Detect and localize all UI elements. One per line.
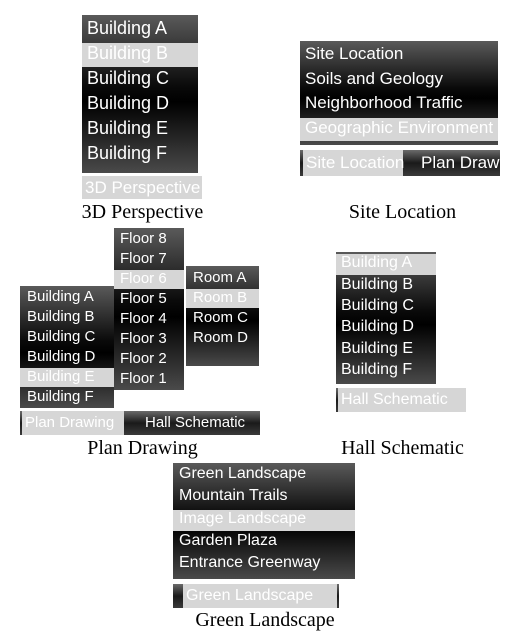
caption-3d-perspective: 3D Perspective bbox=[81, 201, 204, 223]
hall-tab-bar: Hall Schematic bbox=[336, 388, 466, 412]
perspective-item-building-d[interactable]: Building D bbox=[87, 93, 170, 113]
caption-green-landscape: Green Landscape bbox=[195, 609, 335, 631]
site-item-soils-geology[interactable]: Soils and Geology bbox=[305, 69, 443, 88]
landscape-item-garden-plaza[interactable]: Garden Plaza bbox=[179, 532, 277, 549]
caption-plan-drawing: Plan Drawing bbox=[87, 437, 198, 459]
caption-hall-schematic: Hall Schematic bbox=[341, 437, 464, 459]
hall-item-building-c[interactable]: Building C bbox=[341, 297, 414, 314]
hall-item-building-a[interactable]: Building A bbox=[336, 254, 436, 275]
tab-plan-draw[interactable]: Plan Draw bbox=[421, 153, 500, 172]
hall-item-building-f[interactable]: Building F bbox=[341, 361, 413, 378]
tab-plan-drawing[interactable]: Plan Drawing bbox=[22, 411, 124, 435]
plan-floor-3[interactable]: Floor 3 bbox=[120, 330, 167, 347]
landscape-item-image-landscape[interactable]: Image Landscape bbox=[173, 510, 355, 531]
plan-building-d[interactable]: Building D bbox=[27, 348, 96, 365]
plan-floor-menu: Floor 8 Floor 7 Floor 6 Floor 5 Floor 4 … bbox=[114, 228, 184, 390]
landscape-tab-bar: Green Landscape bbox=[173, 584, 339, 608]
tab-green-landscape[interactable]: Green Landscape bbox=[183, 584, 337, 608]
plan-building-e[interactable]: Building E bbox=[20, 368, 114, 387]
plan-floor-2[interactable]: Floor 2 bbox=[120, 350, 167, 367]
landscape-menu: Green Landscape Mountain Trails Image La… bbox=[173, 463, 355, 579]
perspective-item-building-f[interactable]: Building F bbox=[87, 143, 168, 163]
tab-hall-schematic-selected[interactable]: Hall Schematic bbox=[338, 388, 466, 412]
site-item-neighborhood-traffic[interactable]: Neighborhood Traffic bbox=[305, 93, 463, 112]
plan-floor-5[interactable]: Floor 5 bbox=[120, 290, 167, 307]
site-item-site-location[interactable]: Site Location bbox=[305, 44, 404, 63]
plan-tab-bar: Plan Drawing Hall Schematic bbox=[20, 411, 260, 435]
site-item-geographic-environment[interactable]: Geographic Environment bbox=[300, 118, 498, 141]
hall-item-building-d[interactable]: Building D bbox=[341, 318, 414, 335]
perspective-item-building-a[interactable]: Building A bbox=[87, 18, 168, 38]
perspective-item-building-c[interactable]: Building C bbox=[87, 68, 170, 88]
tab-site-location[interactable]: Site Location bbox=[303, 150, 404, 176]
perspective-menu: Building A Building B Building C Buildin… bbox=[82, 15, 198, 173]
plan-room-b[interactable]: Room B bbox=[186, 289, 259, 308]
site-menu: Site Location Soils and Geology Neighbor… bbox=[300, 41, 498, 145]
plan-room-a[interactable]: Room A bbox=[193, 269, 247, 286]
plan-floor-6[interactable]: Floor 6 bbox=[114, 270, 184, 289]
plan-room-menu: Room A Room B Room C Room D bbox=[186, 266, 259, 366]
plan-building-b[interactable]: Building B bbox=[27, 308, 95, 325]
landscape-item-entrance-greenway[interactable]: Entrance Greenway bbox=[179, 554, 321, 571]
plan-floor-8[interactable]: Floor 8 bbox=[120, 230, 167, 247]
caption-site-location: Site Location bbox=[348, 201, 457, 223]
hall-item-building-b[interactable]: Building B bbox=[341, 276, 414, 293]
hall-menu: Building A Building B Building C Buildin… bbox=[336, 252, 436, 384]
plan-room-c[interactable]: Room C bbox=[193, 309, 249, 326]
plan-building-c[interactable]: Building C bbox=[27, 328, 96, 345]
plan-building-menu: Building A Building B Building C Buildin… bbox=[20, 286, 114, 408]
plan-floor-7[interactable]: Floor 7 bbox=[120, 250, 167, 267]
tab-hall-schematic[interactable]: Hall Schematic bbox=[145, 414, 246, 431]
tab-3d-perspective[interactable]: 3D Perspective bbox=[82, 176, 202, 199]
plan-room-d[interactable]: Room D bbox=[193, 329, 249, 346]
plan-building-a[interactable]: Building A bbox=[27, 288, 94, 305]
perspective-tab-bar: 3D Perspective bbox=[82, 176, 202, 199]
landscape-item-mountain-trails[interactable]: Mountain Trails bbox=[179, 487, 288, 504]
perspective-item-building-b[interactable]: Building B bbox=[82, 43, 198, 67]
plan-floor-4[interactable]: Floor 4 bbox=[120, 310, 167, 327]
perspective-item-building-e[interactable]: Building E bbox=[87, 118, 169, 138]
plan-floor-1[interactable]: Floor 1 bbox=[120, 370, 167, 387]
plan-building-f[interactable]: Building F bbox=[27, 388, 94, 405]
site-tab-bar: Site Location Plan Draw bbox=[300, 150, 500, 176]
hall-item-building-e[interactable]: Building E bbox=[341, 340, 414, 357]
landscape-item-green-landscape[interactable]: Green Landscape bbox=[179, 465, 307, 482]
